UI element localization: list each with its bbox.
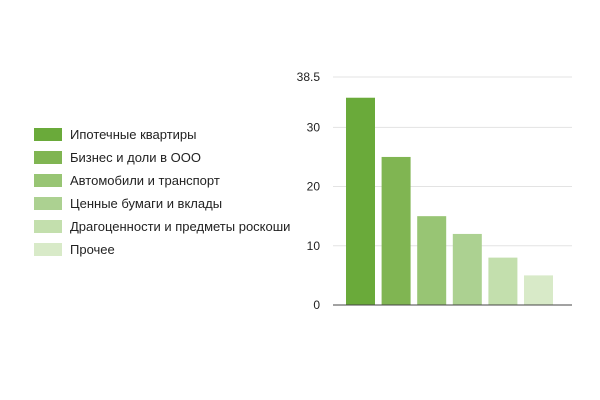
- legend-label: Прочее: [70, 242, 115, 257]
- legend-label: Драгоценности и предметы роскоши: [70, 219, 291, 234]
- chart-legend: Ипотечные квартиры Бизнес и доли в ООО Авт…: [34, 123, 304, 261]
- y-tick-label: 38.5: [297, 70, 321, 84]
- bar: [417, 216, 447, 305]
- bar: [346, 97, 375, 306]
- legend-item: Прочее: [34, 238, 304, 261]
- y-tick-label: 20: [307, 180, 321, 194]
- legend-item: Автомобили и транспорт: [34, 169, 304, 192]
- y-axis: 0 10 20 30 38.5: [297, 70, 321, 312]
- legend-item: Ипотечные квартиры: [34, 123, 304, 146]
- legend-item: Бизнес и доли в ООО: [34, 146, 304, 169]
- bars: [346, 97, 553, 306]
- legend-label: Ипотечные квартиры: [70, 127, 197, 142]
- legend-label: Автомобили и транспорт: [70, 173, 220, 188]
- legend-swatch: [34, 128, 62, 141]
- legend-swatch: [34, 174, 62, 187]
- legend-label: Бизнес и доли в ООО: [70, 150, 201, 165]
- y-tick-label: 30: [307, 120, 321, 134]
- y-tick-label: 10: [307, 239, 321, 253]
- bar: [452, 233, 482, 305]
- legend-swatch: [34, 197, 62, 210]
- legend-swatch: [34, 243, 62, 256]
- legend-label: Ценные бумаги и вклады: [70, 196, 223, 211]
- legend-item: Ценные бумаги и вклады: [34, 192, 304, 215]
- bar: [524, 275, 553, 305]
- bar: [488, 257, 518, 305]
- legend-swatch: [34, 151, 62, 164]
- y-tick-label: 0: [313, 298, 320, 312]
- legend-item: Драгоценности и предметы роскоши: [34, 215, 304, 238]
- legend-swatch: [34, 220, 62, 233]
- bar: [381, 156, 411, 305]
